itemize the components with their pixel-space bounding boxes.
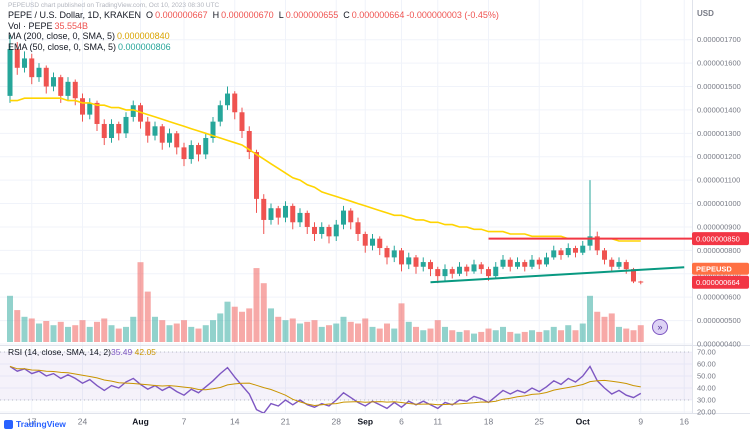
svg-text:28: 28 — [332, 417, 342, 427]
time-axis[interactable]: 17 24 Aug 7 14 21 28 Sep 6 11 18 25 Oct 9 16 — [27, 417, 689, 427]
currency-label: USD — [697, 9, 714, 18]
svg-text:11: 11 — [433, 417, 442, 427]
low-value: 0.000000655 — [285, 10, 339, 20]
svg-text:0.000001600: 0.000001600 — [697, 59, 741, 68]
last-price-badge — [692, 275, 749, 289]
svg-text:0.000001400: 0.000001400 — [697, 105, 741, 114]
candles — [7, 35, 644, 285]
volume-indicator-label[interactable]: Vol · PEPE — [8, 20, 53, 31]
svg-text:0.000001000: 0.000001000 — [697, 199, 741, 208]
svg-text:60.00: 60.00 — [697, 360, 716, 369]
svg-text:17: 17 — [27, 417, 37, 427]
svg-text:0.000001300: 0.000001300 — [697, 129, 741, 138]
svg-text:0.000000850: 0.000000850 — [696, 235, 740, 244]
legend-row-volume: Vol · PEPE 35.554B — [8, 21, 499, 32]
rsi-legend: RSI (14, close, SMA, 14, 2)35.49 42.05 — [8, 347, 156, 357]
svg-text:0.000001200: 0.000001200 — [697, 152, 741, 161]
low-label: L — [278, 10, 284, 20]
high-label: H — [212, 10, 220, 20]
price-axis[interactable]: USD 0.000001700 0.000001600 0.000001500 0.00… — [697, 9, 741, 417]
svg-text:0.000000664: 0.000000664 — [696, 278, 740, 287]
svg-text:21: 21 — [281, 417, 291, 427]
svg-text:0.000000900: 0.000000900 — [697, 222, 741, 231]
high-value: 0.000000670 — [221, 10, 274, 20]
rsi-ma-value: 42.05 — [134, 347, 156, 357]
legend-row-ma: MA (200, close, 0, SMA, 5) 0.000000840 — [8, 31, 499, 42]
grid-lines — [0, 0, 692, 413]
svg-text:Sep: Sep — [357, 417, 373, 427]
pane-dividers[interactable] — [0, 0, 750, 414]
svg-text:Aug: Aug — [132, 417, 149, 427]
svg-text:9: 9 — [638, 417, 643, 427]
svg-text:70.00: 70.00 — [697, 348, 716, 357]
svg-text:50.00: 50.00 — [697, 372, 716, 381]
volume-bars — [7, 262, 644, 342]
svg-text:0.000000800: 0.000000800 — [697, 246, 741, 255]
svg-text:PEPEUSD: PEPEUSD — [696, 265, 732, 274]
rsi-line — [9, 365, 642, 415]
rsi-indicator-label[interactable]: RSI (14, close, SMA, 14, 2) — [8, 347, 111, 357]
svg-text:0.000000400: 0.000000400 — [697, 340, 741, 349]
volume-value: 35.554B — [54, 20, 89, 31]
ema-value: 0.000000806 — [118, 41, 171, 52]
change-value: -0.000000003 (-0.45%) — [406, 10, 499, 20]
svg-text:20.00: 20.00 — [697, 408, 716, 417]
tradingview-logo[interactable]: TradingView — [4, 419, 66, 429]
svg-text:24: 24 — [78, 417, 88, 427]
svg-text:6: 6 — [399, 417, 404, 427]
ema-indicator-label[interactable]: EMA (50, close, 0, SMA, 5) — [8, 41, 117, 52]
ma-value: 0.000000840 — [117, 31, 170, 41]
svg-text:7: 7 — [182, 417, 187, 427]
price-axis-badges: 0.000000850 PEPEUSD 0.000000664 — [692, 232, 749, 289]
resistance-price-badge — [692, 232, 749, 246]
svg-text:Oct: Oct — [576, 417, 590, 427]
legend: PEPE / U.S. Dollar, 1D, KRAKEN O 0.0000006… — [8, 10, 499, 52]
svg-text:25: 25 — [535, 417, 545, 427]
ma-indicator-label[interactable]: MA (200, close, 0, SMA, 5) — [8, 31, 116, 41]
svg-text:14: 14 — [230, 417, 240, 427]
close-label: C — [343, 10, 350, 20]
open-label: O — [146, 10, 154, 20]
legend-row-ema: EMA (50, close, 0, SMA, 5) 0.000000806 — [8, 42, 499, 53]
svg-text:30.00: 30.00 — [697, 396, 716, 405]
tradingview-logo-icon — [4, 419, 13, 429]
go-to-realtime-button[interactable]: » — [652, 319, 668, 335]
svg-text:0.000001100: 0.000001100 — [697, 176, 740, 185]
svg-text:0.000000500: 0.000000500 — [697, 316, 741, 325]
svg-text:0.000000600: 0.000000600 — [697, 293, 741, 302]
watermark: PEPEUSD chart published on TradingView.c… — [8, 2, 220, 9]
open-value: 0.000000667 — [155, 10, 208, 20]
legend-row-symbol: PEPE / U.S. Dollar, 1D, KRAKEN O 0.0000006… — [8, 10, 499, 21]
rsi-value: 35.49 — [110, 347, 133, 357]
close-value: 0.000000664 — [351, 10, 405, 20]
svg-text:18: 18 — [484, 417, 494, 427]
svg-text:0.000001700: 0.000001700 — [697, 35, 741, 44]
svg-text:40.00: 40.00 — [697, 384, 716, 393]
symbol-title[interactable]: PEPE / U.S. Dollar, 1D, KRAKEN — [8, 10, 142, 20]
tradingview-logo-text: TradingView — [16, 419, 66, 429]
support-trendline — [430, 266, 685, 284]
rsi-band — [0, 351, 692, 401]
svg-text:0.000001500: 0.000001500 — [697, 82, 741, 91]
annotations[interactable] — [430, 237, 693, 284]
symbol-tag-badge — [692, 262, 749, 275]
ma200-line — [10, 97, 641, 242]
svg-text:16: 16 — [680, 417, 690, 427]
